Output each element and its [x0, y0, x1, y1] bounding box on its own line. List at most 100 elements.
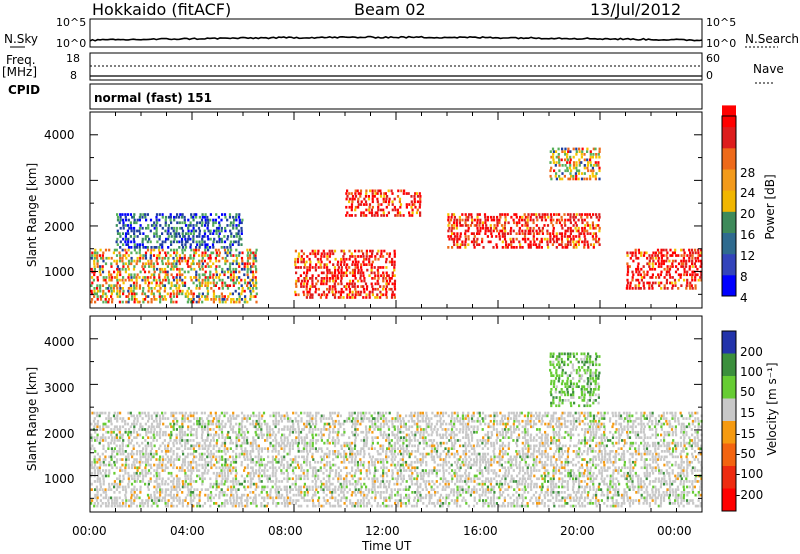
echo-cell [325, 460, 329, 464]
echo-cell [263, 499, 266, 502]
echo-cell [393, 285, 396, 288]
echo-cell [105, 281, 108, 285]
echo-cell [551, 155, 555, 159]
echo-cell [326, 271, 329, 275]
echo-cell [150, 504, 153, 508]
echo-cell [567, 177, 570, 181]
echo-cell [249, 284, 252, 287]
echo-cell [143, 270, 147, 274]
echo-cell [158, 422, 161, 426]
echo-cell [658, 276, 661, 279]
echo-cell [95, 414, 99, 418]
echo-cell [144, 262, 147, 266]
echo-cell [665, 254, 668, 257]
echo-cell [133, 485, 136, 489]
echo-cell [555, 240, 559, 244]
echo-cell [472, 232, 475, 235]
echo-cell [309, 285, 312, 288]
echo-cell [300, 279, 304, 283]
echo-cell [578, 237, 581, 241]
echo-cell [147, 284, 150, 287]
echo-cell [575, 174, 578, 178]
echo-cell [332, 279, 335, 283]
echo-cell [626, 273, 629, 277]
echo-cell [170, 235, 173, 238]
echo-cell [152, 278, 155, 282]
echo-cell [278, 480, 281, 483]
echo-cell [133, 298, 136, 301]
echo-cell [346, 293, 349, 297]
echo-cell [125, 300, 128, 304]
echo-cell [527, 229, 530, 233]
echo-cell [668, 259, 671, 263]
echo-cell [252, 254, 255, 257]
echo-cell [118, 447, 121, 450]
echo-cell [368, 274, 371, 277]
echo-cell [493, 224, 496, 227]
echo-cell [130, 273, 133, 277]
echo-cell [549, 237, 552, 241]
echo-cell [319, 257, 322, 261]
echo-cell [364, 195, 368, 198]
echo-cell [665, 248, 668, 252]
echo-cell [135, 284, 138, 287]
echo-cell [567, 150, 570, 153]
echo-cell [469, 224, 472, 227]
echo-cell [671, 259, 675, 263]
echo-cell [371, 285, 374, 288]
echo-cell [201, 482, 204, 486]
echo-cell [232, 477, 235, 481]
echo-cell [101, 502, 104, 505]
echo-cell [233, 218, 236, 222]
echo-cell [386, 474, 389, 478]
echo-cell [501, 213, 504, 216]
echo-cell [115, 224, 118, 227]
echo-cell [380, 214, 383, 217]
echo-cell [238, 237, 241, 241]
echo-cell [323, 428, 326, 431]
echo-cell [226, 267, 229, 271]
echo-cell [295, 419, 298, 423]
echo-cell [581, 147, 584, 151]
echo-cell [277, 450, 280, 453]
echo-cell [334, 285, 337, 288]
echo-cell [122, 488, 125, 491]
echo-cell [212, 496, 215, 500]
echo-cell [102, 463, 105, 467]
echo-cell [93, 292, 96, 296]
echo-cell [311, 455, 314, 459]
echo-cell [309, 296, 312, 299]
echo-cell [153, 265, 156, 268]
echo-cell [529, 243, 532, 246]
echo-cell [195, 278, 198, 282]
echo-cell [166, 273, 169, 277]
echo-cell [129, 235, 132, 238]
echo-cell [198, 452, 201, 456]
echo-cell [214, 256, 217, 260]
echo-cell [535, 243, 538, 246]
echo-cell [346, 444, 349, 448]
echo-cell [104, 491, 107, 494]
echo-cell [170, 433, 173, 437]
echo-cell [312, 504, 315, 508]
echo-cell [297, 455, 300, 459]
echo-cell [220, 229, 223, 233]
echo-cell [527, 237, 530, 241]
echo-cell [363, 203, 366, 206]
echo-cell [189, 488, 192, 491]
echo-cell [130, 414, 133, 418]
echo-cell [566, 246, 569, 249]
echo-cell [130, 259, 133, 263]
echo-cell [308, 428, 311, 431]
echo-cell [398, 197, 402, 201]
echo-cell [325, 482, 328, 486]
n-left-tick-bottom: 10^0 [56, 37, 87, 50]
echo-cell [651, 267, 654, 271]
echo-cell [161, 460, 164, 464]
echo-cell [204, 488, 207, 491]
echo-cell [155, 425, 158, 429]
echo-cell [468, 213, 471, 216]
echo-cell [447, 218, 450, 222]
echo-cell [387, 282, 390, 286]
echo-cell [184, 237, 187, 241]
